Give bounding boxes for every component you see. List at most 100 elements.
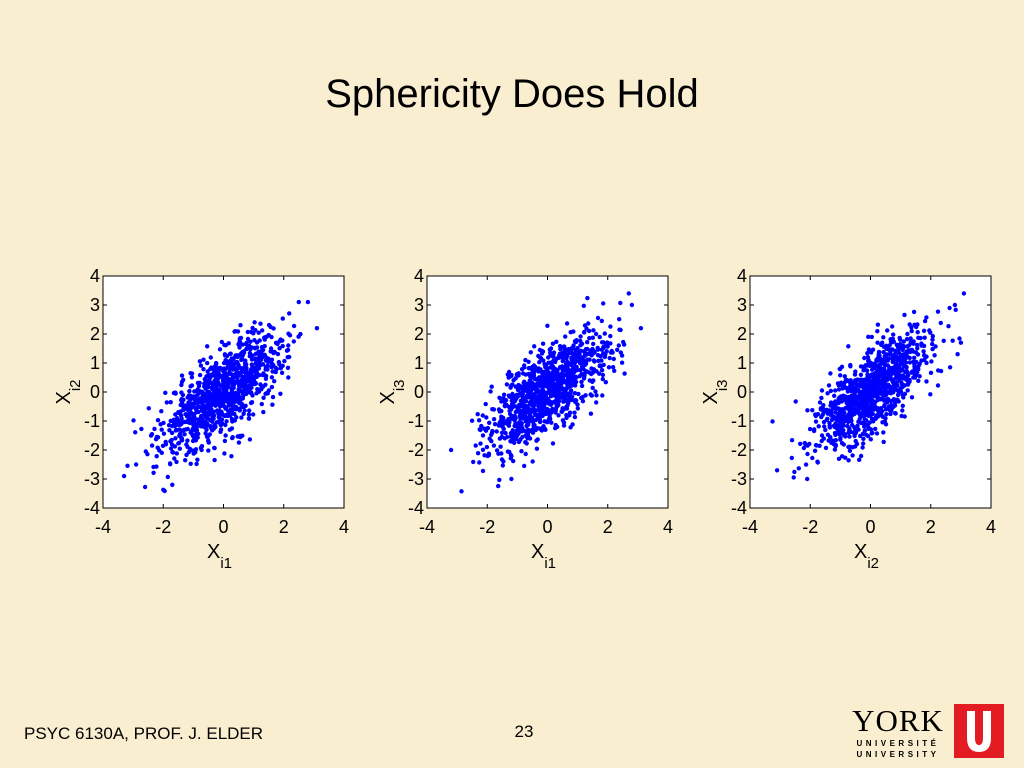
data-point: [921, 349, 926, 354]
data-point: [199, 407, 205, 412]
data-point: [847, 426, 852, 431]
data-point: [839, 364, 845, 369]
data-point: [241, 411, 246, 416]
data-point: [864, 432, 869, 437]
data-point: [879, 413, 884, 418]
data-point: [823, 409, 828, 414]
data-point: [564, 412, 569, 418]
data-point: [859, 379, 864, 384]
data-point: [953, 307, 958, 312]
data-point: [586, 321, 591, 326]
data-point: [559, 371, 564, 377]
data-point: [494, 429, 499, 434]
data-point: [803, 462, 809, 467]
data-point: [305, 299, 311, 305]
data-point: [548, 350, 553, 355]
data-point: [878, 397, 883, 402]
data-point: [228, 351, 233, 356]
data-point: [523, 433, 528, 438]
data-point: [563, 380, 568, 385]
data-point: [504, 382, 510, 387]
data-point: [865, 355, 871, 360]
data-point: [125, 463, 130, 468]
data-point: [480, 433, 486, 438]
data-point: [176, 422, 181, 428]
data-point: [591, 341, 596, 347]
data-point: [946, 324, 951, 329]
data-point: [848, 362, 853, 368]
data-point: [601, 340, 606, 345]
data-point: [846, 401, 851, 406]
data-point: [179, 373, 185, 378]
data-point: [226, 341, 231, 346]
data-point: [296, 334, 301, 339]
data-point: [868, 400, 873, 405]
data-point: [865, 351, 870, 356]
data-point: [280, 343, 285, 349]
data-point: [473, 443, 478, 448]
data-point: [833, 388, 838, 393]
data-point: [564, 321, 570, 326]
data-point: [843, 406, 848, 411]
slide-title: Sphericity Does Hold: [325, 72, 699, 116]
data-point: [581, 303, 586, 308]
data-point: [483, 401, 488, 407]
data-point: [542, 370, 547, 375]
data-point: [874, 373, 880, 378]
data-point: [591, 328, 596, 333]
data-point: [789, 455, 794, 461]
data-point: [246, 412, 252, 417]
data-point: [133, 430, 138, 435]
data-point: [546, 399, 551, 404]
data-point: [199, 400, 204, 406]
data-point: [821, 419, 827, 425]
data-point: [183, 427, 189, 432]
data-point: [507, 420, 512, 425]
data-point: [902, 363, 907, 369]
data-point: [599, 358, 604, 363]
y-axis-label-subscript: i2: [67, 379, 84, 391]
data-point: [522, 463, 527, 469]
data-point: [519, 367, 525, 372]
data-point: [852, 372, 858, 377]
data-point: [607, 355, 612, 361]
data-point: [864, 399, 869, 405]
data-point: [568, 330, 573, 335]
y-tick-label: -3: [84, 469, 100, 489]
data-point: [881, 349, 886, 355]
data-point: [240, 353, 245, 358]
data-point: [471, 459, 476, 465]
data-point: [181, 377, 186, 382]
data-point: [286, 343, 291, 348]
data-point: [519, 408, 524, 413]
data-point: [213, 362, 219, 368]
data-point: [196, 409, 201, 415]
data-point: [902, 414, 907, 419]
data-point: [489, 384, 494, 389]
data-point: [173, 436, 178, 441]
data-point: [251, 412, 256, 417]
data-point: [924, 379, 929, 384]
data-point: [236, 440, 242, 445]
data-point: [845, 389, 850, 394]
data-point: [890, 324, 895, 329]
data-point: [577, 361, 583, 366]
data-point: [893, 411, 898, 416]
data-point: [928, 330, 933, 335]
data-point: [854, 441, 860, 447]
data-point: [561, 423, 567, 428]
data-point: [235, 434, 240, 439]
y-tick-label: 3: [414, 295, 424, 315]
data-point: [932, 353, 937, 358]
data-point: [950, 338, 955, 343]
data-point: [184, 452, 189, 458]
data-point: [229, 356, 234, 361]
data-point: [182, 432, 187, 437]
data-point: [229, 411, 234, 416]
data-point: [855, 403, 860, 408]
data-point: [606, 365, 612, 370]
data-point: [883, 416, 888, 421]
data-point: [208, 380, 213, 386]
data-point: [509, 476, 514, 482]
data-point: [206, 440, 211, 445]
